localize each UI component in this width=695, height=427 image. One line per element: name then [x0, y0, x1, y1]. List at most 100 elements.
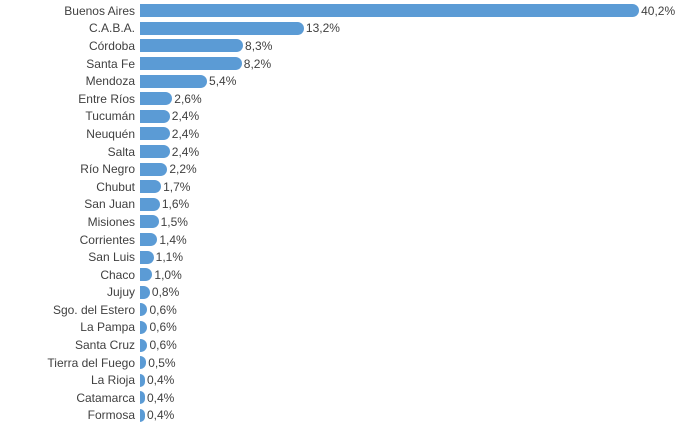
category-label: Jujuy: [106, 285, 135, 300]
bar-row: Formosa 0,4%: [0, 407, 695, 425]
bar-row: Santa Fe 8,2%: [0, 55, 695, 73]
bar-row: Entre Ríos 2,6%: [0, 90, 695, 108]
value-label: 8,3%: [245, 38, 273, 53]
bar-row: Neuquén 2,4%: [0, 125, 695, 143]
category-label: Tucumán: [85, 109, 135, 124]
bar: [140, 197, 160, 211]
bar: [140, 4, 640, 18]
category-label: San Juan: [84, 197, 135, 212]
bar-area: 40,2%: [140, 2, 695, 20]
category-label: Chaco: [100, 267, 135, 282]
bar: [140, 268, 153, 282]
bar: [140, 250, 154, 264]
value-label: 1,6%: [161, 197, 190, 212]
bar-area: 1,5%: [140, 213, 695, 231]
value-label: 1,1%: [155, 250, 184, 265]
value-label: 1,0%: [154, 267, 182, 282]
bar-area: 1,4%: [140, 231, 695, 249]
value-label: 2,4%: [171, 109, 200, 124]
bar: [140, 92, 173, 106]
bar: [140, 162, 168, 176]
bar-area: 0,6%: [140, 336, 695, 354]
bar-row: Tucumán 2,4%: [0, 108, 695, 126]
bar-row: Santa Cruz 0,6%: [0, 336, 695, 354]
bar: [140, 285, 150, 299]
category-label: La Pampa: [80, 320, 135, 335]
bar-area: 2,2%: [140, 160, 695, 178]
bar-row: Tierra del Fuego 0,5%: [0, 354, 695, 372]
value-label: 0,6%: [149, 320, 177, 335]
bar-area: 0,4%: [140, 371, 695, 389]
category-label: Misiones: [87, 214, 135, 229]
bar-area: 8,3%: [140, 37, 695, 55]
category-label: Córdoba: [88, 38, 135, 53]
category-label: Mendoza: [85, 74, 135, 89]
category-label: San Luis: [88, 250, 135, 265]
bar: [140, 233, 158, 247]
value-label: 1,4%: [159, 232, 187, 247]
bar-area: 2,4%: [140, 125, 695, 143]
bar: [140, 127, 170, 141]
bar-row: Jujuy 0,8%: [0, 284, 695, 302]
value-label: 0,4%: [146, 408, 175, 423]
bar: [140, 408, 145, 422]
value-label: 0,6%: [149, 338, 177, 353]
bar: [140, 74, 208, 88]
category-label: Tierra del Fuego: [47, 355, 135, 370]
bar: [140, 39, 244, 53]
value-label: 2,4%: [171, 144, 200, 159]
value-label: 0,8%: [151, 285, 180, 300]
value-label: 0,5%: [148, 355, 176, 370]
value-label: 13,2%: [305, 21, 340, 36]
bar-row: Catamarca 0,4%: [0, 389, 695, 407]
bar-row: Buenos Aires 40,2%: [0, 2, 695, 20]
bar-row: Córdoba 8,3%: [0, 37, 695, 55]
bar-area: 0,6%: [140, 301, 695, 319]
bar-area: 2,4%: [140, 108, 695, 126]
bar: [140, 303, 148, 317]
bar: [140, 180, 162, 194]
bar: [140, 57, 242, 71]
value-label: 5,4%: [209, 74, 237, 89]
bar-row: Salta 2,4%: [0, 143, 695, 161]
bar-area: 1,0%: [140, 266, 695, 284]
bar-area: 0,6%: [140, 319, 695, 337]
bar-row: Chaco 1,0%: [0, 266, 695, 284]
bar-area: 1,7%: [140, 178, 695, 196]
category-label: C.A.B.A.: [88, 21, 135, 36]
bar-area: 5,4%: [140, 72, 695, 90]
bar: [140, 373, 145, 387]
bar: [140, 338, 148, 352]
bar-area: 2,6%: [140, 90, 695, 108]
category-label: Formosa: [87, 408, 135, 423]
bar: [140, 21, 304, 35]
bar: [140, 320, 148, 334]
bar-area: 0,8%: [140, 284, 695, 302]
bar-area: 1,1%: [140, 248, 695, 266]
value-label: 2,6%: [174, 91, 202, 106]
bar-row: Chubut 1,7%: [0, 178, 695, 196]
bar-area: 0,4%: [140, 389, 695, 407]
bar-area: 8,2%: [140, 55, 695, 73]
bar-area: 0,4%: [140, 407, 695, 425]
bar-row: C.A.B.A. 13,2%: [0, 20, 695, 38]
category-label: Neuquén: [86, 126, 135, 141]
value-label: 2,2%: [169, 162, 197, 177]
category-label: Buenos Aires: [64, 3, 135, 18]
bar-row: San Juan 1,6%: [0, 196, 695, 214]
bar: [140, 109, 170, 123]
bar-row: Misiones 1,5%: [0, 213, 695, 231]
bar-area: 13,2%: [140, 20, 695, 38]
category-label: Santa Fe: [86, 56, 135, 71]
value-label: 1,7%: [163, 179, 191, 194]
category-label: Santa Cruz: [74, 338, 135, 353]
value-label: 2,4%: [171, 126, 200, 141]
bar-row: San Luis 1,1%: [0, 248, 695, 266]
category-label: Corrientes: [79, 232, 135, 247]
category-label: Entre Ríos: [78, 91, 135, 106]
bar: [140, 215, 159, 229]
bar-area: 2,4%: [140, 143, 695, 161]
bar: [140, 391, 145, 405]
value-label: 0,4%: [146, 390, 175, 405]
